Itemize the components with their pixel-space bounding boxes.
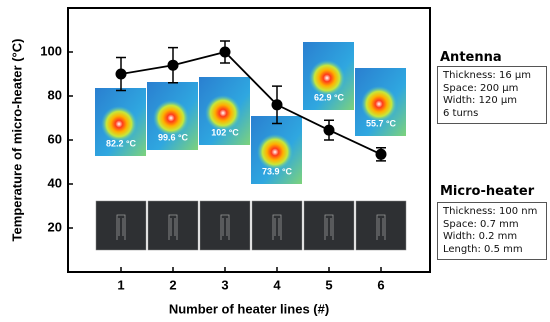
heater-pattern — [272, 214, 282, 240]
point — [167, 59, 179, 71]
spec-line: Width: 120 µm — [443, 95, 517, 106]
x-axis-label: Number of heater lines (#) — [169, 301, 329, 316]
y-tick-label: 20 — [48, 219, 62, 234]
point — [115, 68, 127, 80]
spec-line: Thickness: 16 µm — [443, 70, 531, 81]
x-tick-label: 1 — [117, 277, 124, 292]
thermal-label: 55.7 °C — [366, 118, 397, 128]
hot-spot — [257, 134, 293, 170]
x-tick-label: 4 — [273, 277, 281, 292]
y-axis-label: Temperature of micro-heater (°C) — [9, 39, 24, 242]
microscope-image — [95, 200, 147, 251]
antenna-title: Antenna — [440, 50, 502, 65]
microscope-image — [251, 200, 303, 251]
y-tick-label: 60 — [48, 131, 62, 146]
hot-spot — [101, 106, 137, 142]
micro-heater-title: Micro-heater — [440, 184, 535, 199]
hot-spot — [309, 60, 345, 96]
hot-spot — [153, 100, 189, 136]
spec-line: 6 turns — [443, 107, 479, 119]
heater-pattern — [324, 214, 334, 240]
spec-line: Space: 200 µm — [443, 82, 519, 94]
heater-pattern — [220, 214, 230, 240]
thermal-label: 62.9 °C — [314, 92, 345, 102]
hot-spot — [205, 95, 241, 131]
microscope-image — [355, 200, 407, 251]
point — [219, 46, 231, 58]
x-tick-label: 6 — [377, 277, 384, 292]
spec-line: Length: 0.5 mm — [443, 243, 523, 255]
microscope-image — [147, 200, 199, 251]
y-tick-label: 100 — [40, 43, 62, 58]
point — [271, 99, 283, 111]
thermal-label: 99.6 °C — [158, 132, 189, 142]
line — [120, 51, 382, 156]
thermal-label: 82.2 °C — [106, 138, 137, 148]
y-tick-label: 40 — [48, 175, 62, 190]
heater-pattern — [376, 214, 386, 240]
microscope-image — [303, 200, 355, 251]
x-tick-label: 3 — [221, 277, 228, 292]
spec-line: Space: 0.7 mm — [443, 218, 519, 230]
micro-heater-spec-box: Thickness: 100 nm Space: 0.7 mm Width: 0.2… — [437, 202, 547, 260]
spec-line: Thickness: 100 nm — [443, 206, 538, 217]
thermal-label: 102 °C — [211, 127, 239, 137]
microscope-image — [199, 200, 251, 251]
x-tick-label: 2 — [169, 277, 176, 292]
y-tick-label: 80 — [48, 87, 62, 102]
point — [375, 148, 387, 160]
point — [323, 124, 335, 136]
thermal-label: 73.9 °C — [262, 166, 293, 176]
antenna-spec-box: Thickness: 16 µm Space: 200 µm Width: 120 … — [437, 66, 547, 124]
heater-pattern — [168, 214, 178, 240]
spec-line: Width: 0.2 mm — [443, 231, 518, 242]
heater-pattern — [116, 214, 126, 240]
x-tick-label: 5 — [325, 277, 332, 292]
hot-spot — [361, 86, 397, 122]
